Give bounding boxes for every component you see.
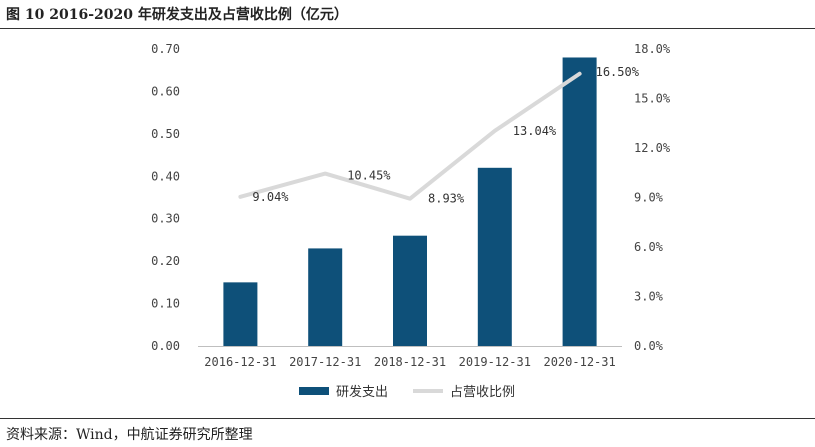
bar-rd-expense — [562, 57, 597, 346]
y-left-tick-label: 0.10 — [151, 297, 180, 311]
line-data-label: 10.45% — [347, 169, 391, 183]
y-right-tick-label: 18.0% — [634, 42, 671, 56]
line-data-label: 13.04% — [513, 124, 557, 138]
y-right-tick-label: 3.0% — [634, 290, 664, 304]
y-left-tick-label: 0.50 — [151, 127, 180, 141]
x-tick-label: 2019-12-31 — [459, 355, 531, 369]
x-tick-label: 2018-12-31 — [374, 355, 446, 369]
legend-label-line: 占营收比例 — [450, 385, 515, 400]
y-left-tick-label: 0.30 — [151, 212, 180, 226]
y-left-tick-label: 0.20 — [151, 254, 180, 268]
source-note: 资料来源：Wind，中航证券研究所整理 — [6, 427, 253, 443]
line-data-label: 9.04% — [252, 190, 289, 204]
bar-rd-expense — [393, 235, 427, 346]
y-left-tick-label: 0.00 — [151, 339, 180, 353]
legend-label-bar: 研发支出 — [336, 384, 388, 400]
y-left-tick-label: 0.60 — [151, 84, 180, 98]
bar-rd-expense — [308, 248, 343, 346]
y-right-tick-label: 6.0% — [634, 240, 664, 254]
y-left-tick-label: 0.70 — [151, 42, 180, 56]
legend-swatch-bar — [299, 387, 329, 395]
y-right-tick-label: 12.0% — [634, 141, 671, 155]
bar-rd-expense — [477, 167, 512, 346]
bottom-rule — [0, 418, 815, 419]
line-data-label: 16.50% — [596, 65, 640, 79]
bar-rd-expense — [223, 282, 258, 346]
y-left-tick-label: 0.40 — [151, 169, 180, 183]
line-data-label: 8.93% — [428, 192, 465, 206]
y-right-tick-label: 15.0% — [634, 92, 671, 106]
x-tick-label: 2020-12-31 — [543, 355, 615, 369]
x-tick-label: 2016-12-31 — [204, 355, 276, 369]
x-tick-label: 2017-12-31 — [289, 355, 361, 369]
figure-title: 图 10 2016-2020 年研发支出及占营收比例（亿元） — [6, 7, 348, 23]
top-rule — [0, 28, 815, 29]
y-right-tick-label: 0.0% — [634, 339, 664, 353]
y-right-tick-label: 9.0% — [634, 191, 664, 205]
